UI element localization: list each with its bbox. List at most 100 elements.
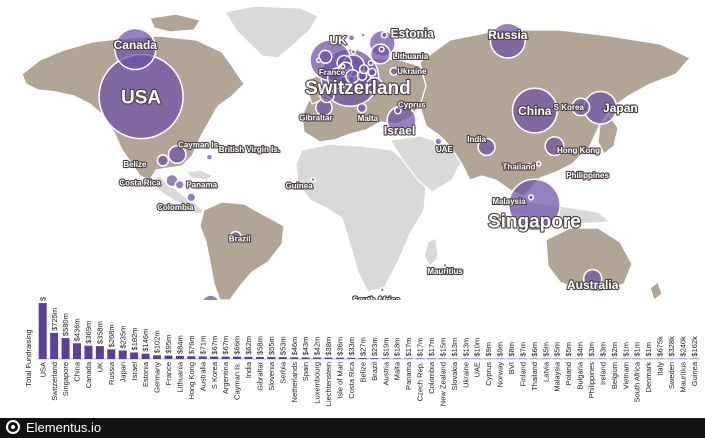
map-label-mauritius: Mauritius bbox=[427, 267, 463, 276]
bar-france bbox=[164, 355, 173, 359]
map-label-uk: UK bbox=[330, 33, 348, 47]
map-label-uae: UAE bbox=[436, 145, 454, 154]
bar-value-label-usa: $1,553m bbox=[38, 296, 47, 301]
bubble-panama bbox=[174, 179, 185, 190]
bar-category-label-australia: Australia bbox=[198, 361, 207, 391]
bar-spain bbox=[301, 357, 310, 359]
fundraising-bar-chart: Total Fundraising $1,553m USA $725m Switzer… bbox=[24, 296, 700, 406]
bubble-finland bbox=[380, 31, 388, 39]
bubble-ireland bbox=[315, 57, 322, 63]
bar-category-label-malta: Malta bbox=[393, 361, 402, 380]
elementus-logo-icon bbox=[6, 420, 20, 434]
bar-value-label-s-korea: $67m bbox=[210, 336, 219, 355]
bar-value-label-costa-rica: $33m bbox=[347, 337, 356, 356]
bar-category-label-germany: Germany bbox=[153, 362, 162, 393]
bar-value-label-switzerland: $725m bbox=[50, 308, 59, 331]
bar-category-label-thailand: Thailand bbox=[530, 362, 539, 391]
bar-gibraltar bbox=[255, 356, 264, 359]
bubble-norway bbox=[347, 33, 356, 42]
map-label-cyprus: Cyprus bbox=[398, 100, 426, 109]
bar-cayman-is bbox=[233, 356, 242, 359]
bar-category-label-usa: USA bbox=[38, 362, 47, 377]
map-label-usa: USA bbox=[121, 87, 161, 108]
land-madagascar bbox=[423, 237, 439, 267]
bar-slovenia bbox=[267, 357, 276, 359]
bar-value-label-cayman-is: $66m bbox=[233, 336, 242, 355]
bar-category-label-netherlands: Netherlands bbox=[290, 362, 299, 403]
bar-value-label-germany: $102m bbox=[153, 330, 162, 353]
bar-category-label-panama: Panama bbox=[404, 361, 413, 390]
land-caribbean bbox=[184, 169, 216, 181]
bubble-isle-of-man bbox=[318, 49, 333, 64]
bar-canada bbox=[84, 345, 93, 359]
bar-value-label-ireland: $3m bbox=[598, 342, 607, 357]
bubble-czech-rep bbox=[358, 64, 370, 75]
map-label-hong-kong: Hong Kong bbox=[557, 146, 600, 155]
bar-category-label-singapore: Singapore bbox=[61, 362, 70, 396]
map-label-france: France bbox=[319, 68, 346, 77]
bar-category-label-isle-of-man: Isle of Man bbox=[336, 362, 345, 399]
bubble-canada bbox=[114, 27, 157, 71]
bar-s-korea bbox=[210, 356, 219, 359]
bar-value-label-uae: $10m bbox=[473, 338, 482, 357]
bar-value-label-hong-kong: $76m bbox=[187, 335, 196, 354]
bar-colombia bbox=[427, 358, 436, 359]
bubble-south-africa bbox=[379, 287, 386, 293]
bar-panama bbox=[404, 358, 413, 359]
bar-austria bbox=[381, 358, 390, 359]
bubble-denmark bbox=[350, 49, 357, 55]
map-label-australia: Australia bbox=[567, 278, 619, 292]
footer-bar: Elementus.io bbox=[0, 418, 705, 438]
bar-value-label-austria: $19m bbox=[381, 338, 390, 357]
bar-category-label-s-korea: S Korea bbox=[210, 361, 219, 389]
bar-china bbox=[73, 343, 82, 359]
bar-category-label-france: France bbox=[164, 362, 173, 385]
bar-value-label-china: $436m bbox=[73, 318, 82, 341]
bar-category-label-denmark: Denmark bbox=[644, 362, 653, 393]
bar-category-label-israel: Israel bbox=[130, 362, 139, 381]
map-label-china: China bbox=[518, 104, 552, 118]
bubble-uae bbox=[434, 137, 443, 146]
bubble-brazil bbox=[229, 230, 242, 243]
bar-category-label-spain: Spain bbox=[301, 362, 310, 381]
map-label-malta: Malta bbox=[358, 114, 379, 123]
bar-value-label-thailand: $6m bbox=[530, 342, 539, 357]
bubble-argentina bbox=[201, 294, 220, 300]
bar-layer: $1,553m USA $725m Switzerland $580m Singapore… bbox=[38, 296, 699, 406]
bubble-india bbox=[477, 137, 496, 157]
bar-value-label-france: $95m bbox=[164, 335, 173, 354]
bar-value-label-belize: $27m bbox=[358, 337, 367, 356]
bar-uk bbox=[95, 346, 104, 359]
bar-value-label-finland: $7m bbox=[518, 342, 527, 357]
bar-category-label-czech-rep: Czech Rep. bbox=[416, 362, 425, 401]
bar-russia bbox=[107, 349, 116, 359]
bar-category-label-cyprus: Cyprus bbox=[484, 362, 493, 386]
bar-category-label-belgium: Belgium bbox=[610, 362, 619, 389]
bar-value-label-japan: $235m bbox=[118, 326, 127, 349]
map-label-costa-rica: Costa Rica bbox=[119, 178, 161, 187]
bar-value-label-belgium: $2m bbox=[610, 342, 619, 357]
map-label-india: India bbox=[467, 135, 486, 144]
bar-value-label-estonia: $146m bbox=[141, 329, 150, 352]
bar-category-label-belize: Belize bbox=[358, 362, 367, 382]
map-label-s-korea: S Korea bbox=[554, 103, 585, 112]
bar-value-label-uk: $358m bbox=[95, 321, 104, 344]
map-label-philippines: Philippines bbox=[566, 171, 609, 180]
bar-category-label-norway: Norway bbox=[496, 362, 505, 388]
land-arctic-islands bbox=[149, 13, 201, 33]
bar-costa-rica bbox=[347, 357, 356, 359]
bar-category-label-mauritius: Mauritius bbox=[678, 362, 687, 393]
bubble-latvia bbox=[378, 46, 385, 53]
bubble-vietnam bbox=[535, 161, 542, 167]
map-label-malaysia: Malaysia bbox=[492, 197, 526, 206]
land-australia bbox=[545, 227, 633, 293]
map-label-singapore: Singapore bbox=[488, 212, 581, 233]
bar-value-label-argentina: $67m bbox=[221, 336, 230, 355]
bar-category-label-ireland: Ireland bbox=[598, 362, 607, 385]
bubble-bulgaria bbox=[379, 86, 386, 92]
bar-value-label-isle-of-man: $36m bbox=[336, 337, 345, 356]
bar-category-label-italy: Italy bbox=[656, 362, 665, 376]
map-label-panama: Panama bbox=[186, 181, 217, 190]
bubble-philippines bbox=[566, 172, 573, 178]
bar-value-label-slovenia: $55m bbox=[267, 336, 276, 355]
